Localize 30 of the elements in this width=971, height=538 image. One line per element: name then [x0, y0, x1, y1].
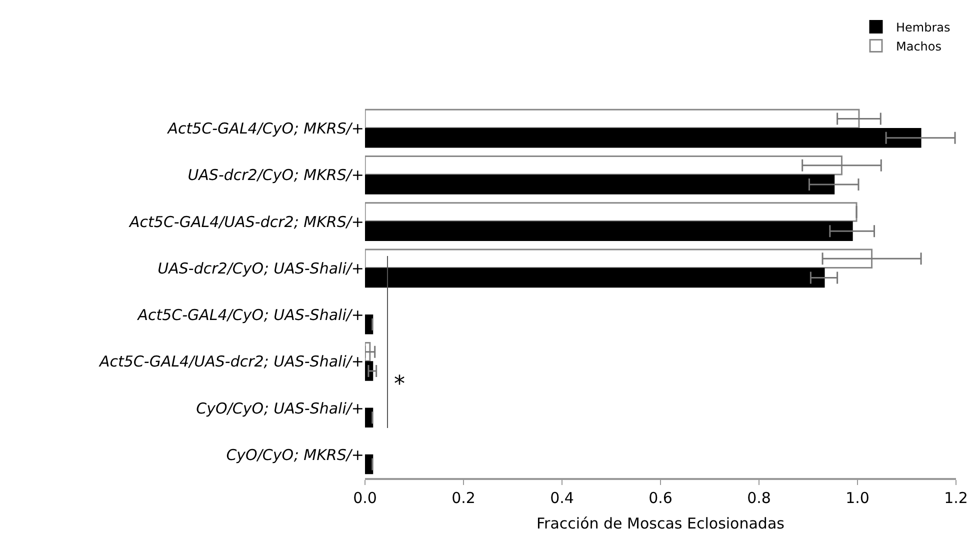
- y-tick-label: CyO/CyO; MKRS/+: [226, 446, 364, 464]
- bar: [365, 108, 860, 129]
- bar: [365, 202, 858, 222]
- x-tick-label: 0.2: [452, 488, 476, 507]
- annotation: *: [394, 372, 405, 397]
- x-tick-label: 0.0: [353, 488, 377, 507]
- bar: [365, 314, 374, 334]
- x-tick-label: 0.8: [747, 488, 771, 507]
- y-tick-label: UAS-dcr2/CyO; MKRS/+: [188, 166, 364, 184]
- x-tick-label: 1.0: [846, 488, 870, 507]
- bar: [365, 156, 842, 176]
- x-tick-label: 0.6: [648, 488, 672, 507]
- y-tick-label: Act5C-GAL4/CyO; MKRS/+: [166, 120, 364, 138]
- y-tick-label: Act5C-GAL4/UAS-dcr2; UAS-Shali/+: [98, 352, 364, 371]
- y-tick-label: Act5C-GAL4/UAS-dcr2; MKRS/+: [128, 212, 364, 231]
- x-axis-title: Fracción de Moscas Eclosionadas: [536, 514, 785, 532]
- x-tick-label: 0.4: [550, 488, 574, 507]
- legend-label: Hembras: [896, 20, 950, 34]
- bar: [365, 408, 374, 428]
- x-tick-label: 1.2: [944, 488, 968, 507]
- bar: [365, 128, 922, 148]
- bar: [365, 248, 873, 268]
- y-tick-label: Act5C-GAL4/CyO; UAS-Shali/+: [136, 306, 364, 324]
- y-tick-label: CyO/CyO; UAS-Shali/+: [196, 399, 364, 418]
- legend-label: Machos: [896, 39, 942, 54]
- bar: [365, 268, 825, 288]
- y-tick-label: UAS-dcr2/CyO; UAS-Shali/+: [158, 259, 364, 278]
- bar: [365, 454, 374, 474]
- bar: [365, 221, 853, 241]
- bar: [365, 174, 835, 194]
